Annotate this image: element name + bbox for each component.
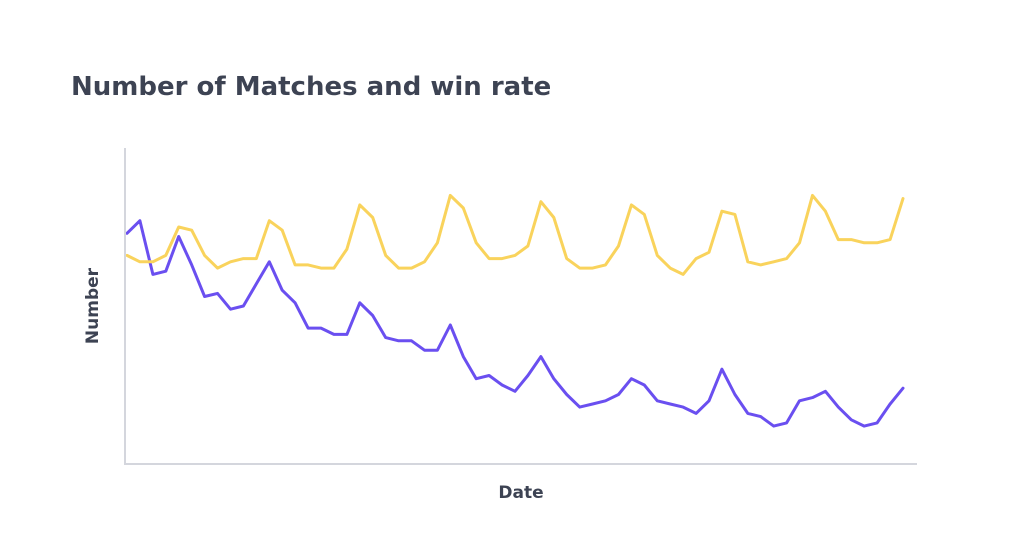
y-axis-label: Number <box>83 267 103 344</box>
chart-title: Number of Matches and win rate <box>71 72 552 102</box>
x-axis-label: Date <box>498 483 543 503</box>
series-line-2 <box>125 193 905 276</box>
series-line-1 <box>125 219 905 428</box>
series-layer <box>125 193 905 428</box>
